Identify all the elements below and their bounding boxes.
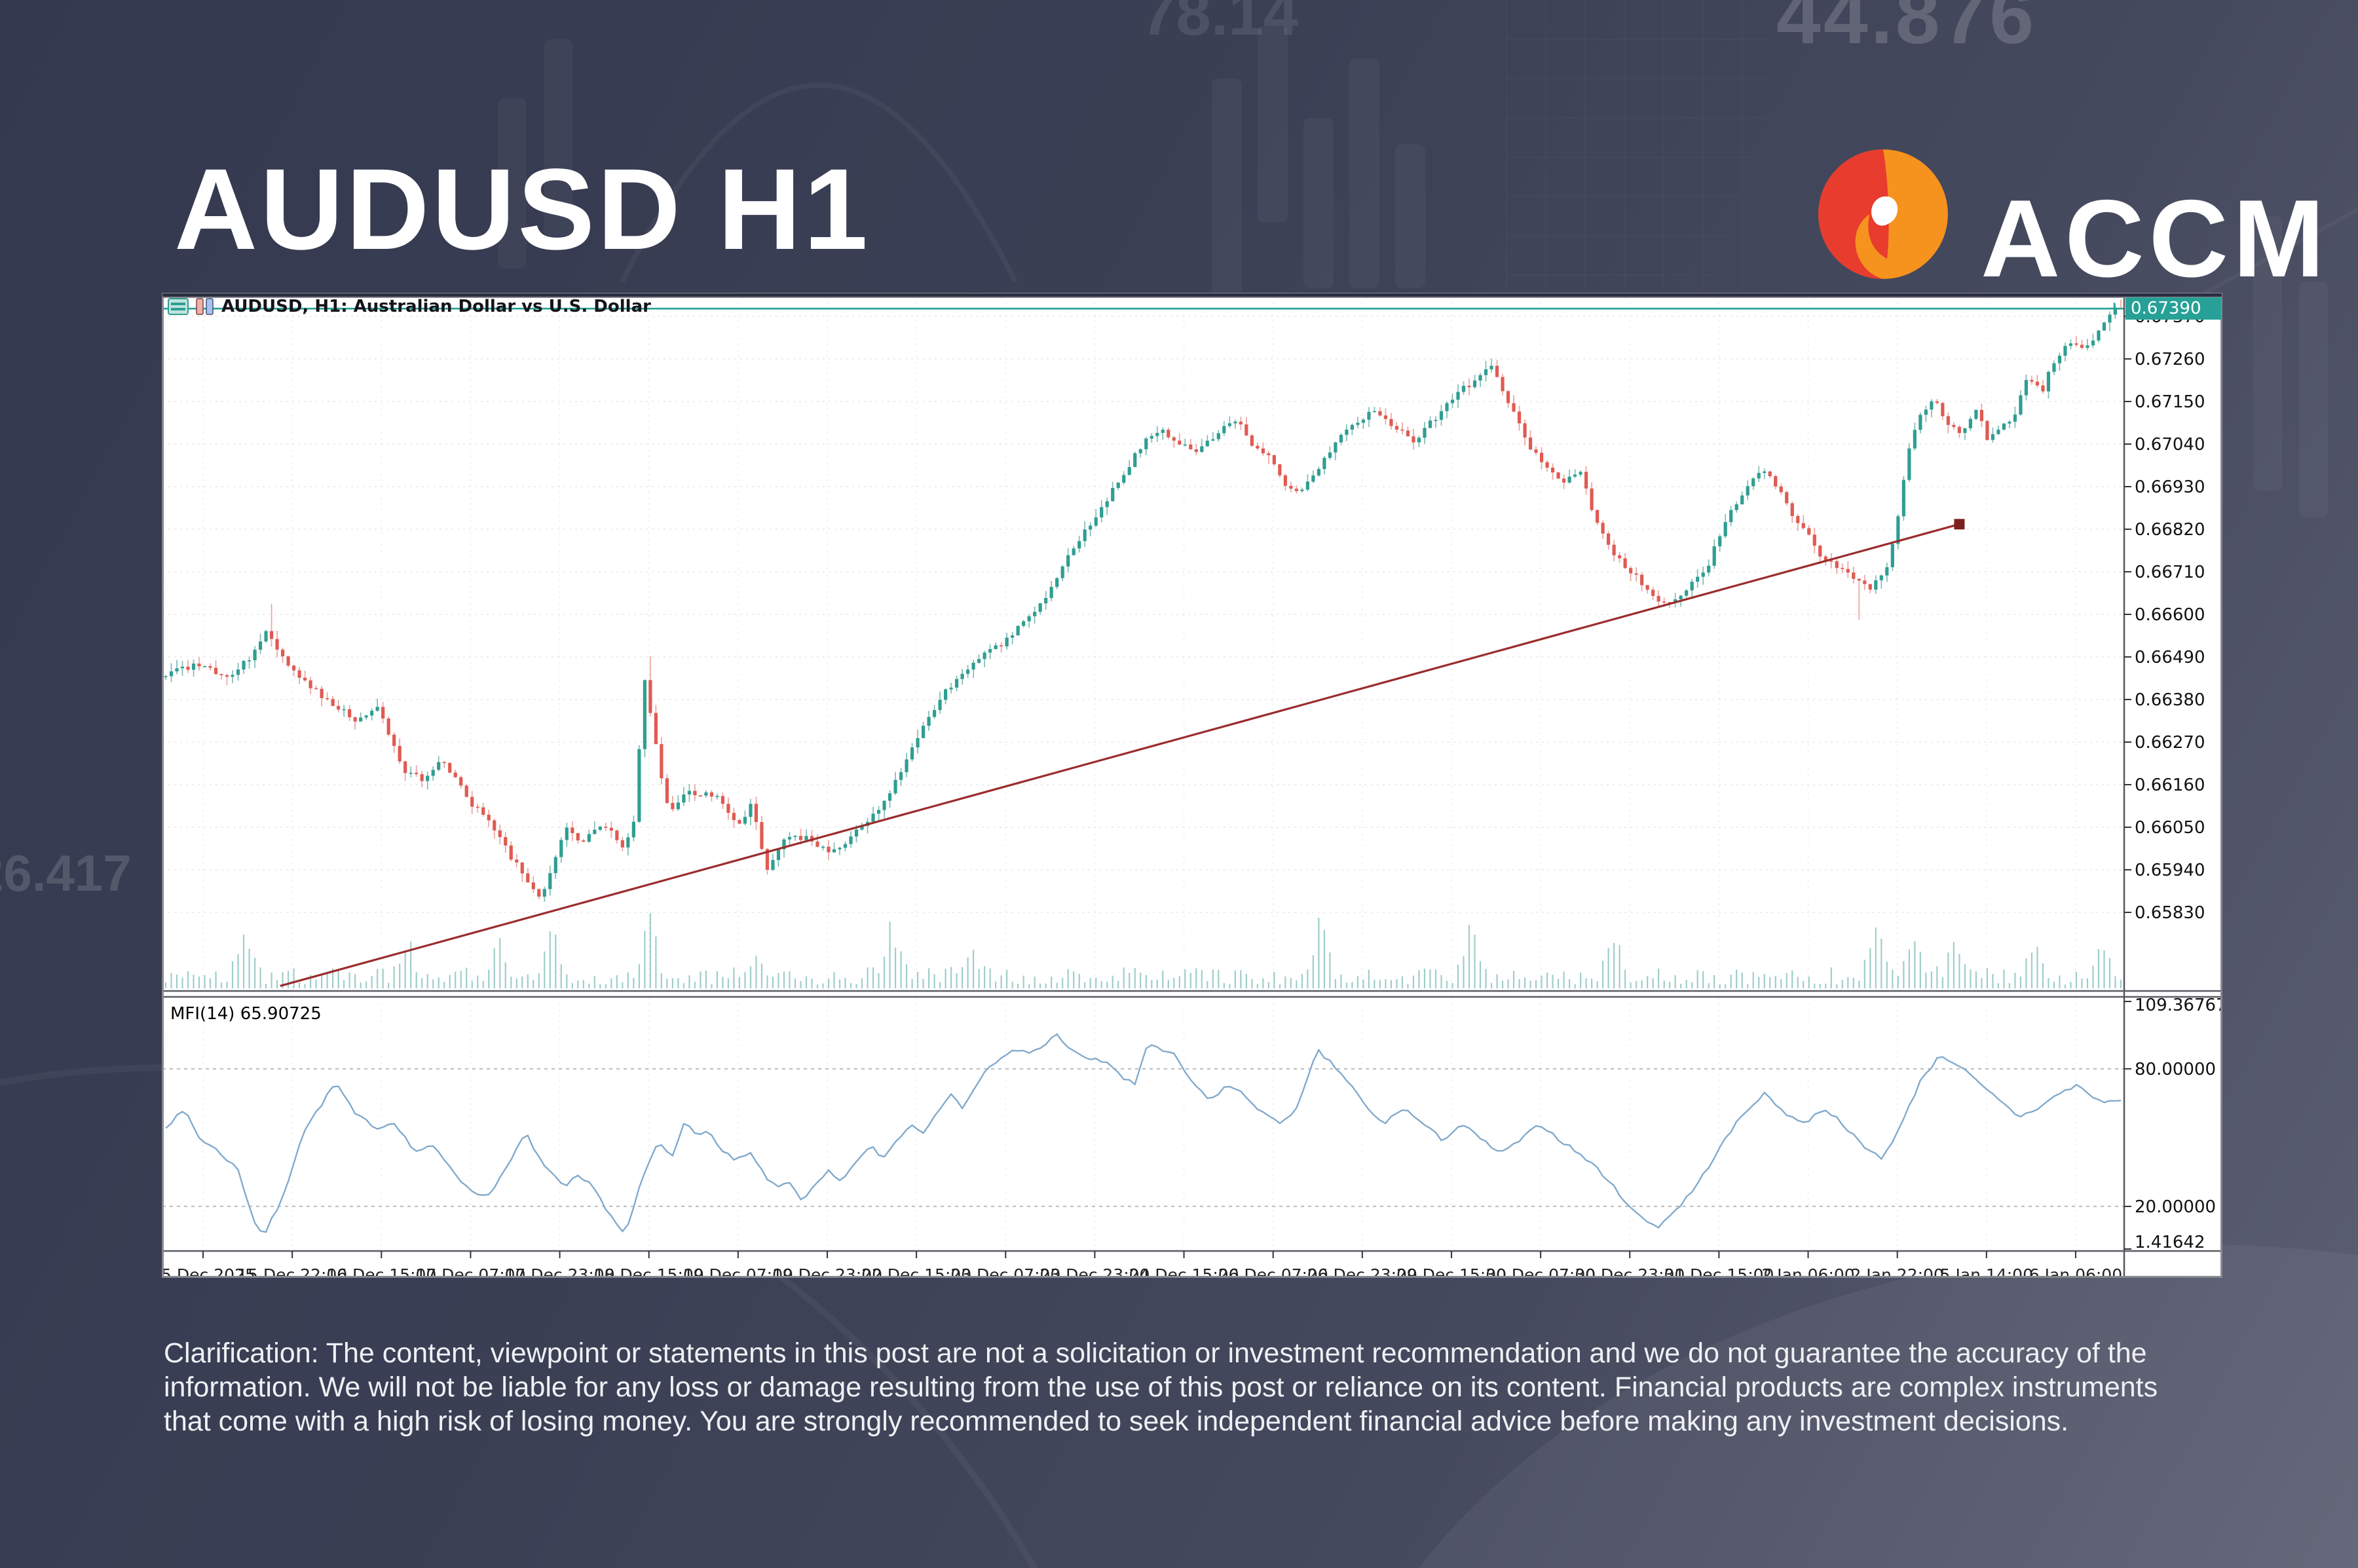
- time-tick-label: 5 Jan 14:00: [1940, 1265, 2033, 1277]
- mfi-tick-label: 80.00000: [2135, 1060, 2216, 1079]
- price-tick-label: 0.66270: [2135, 733, 2205, 753]
- time-tick-label: 19 Dec 23:00: [772, 1265, 882, 1277]
- time-tick-label: 23 Dec 23:00: [1039, 1265, 1150, 1277]
- current-price-tag: 0.67390: [2125, 297, 2221, 320]
- trendline: [280, 523, 1960, 987]
- mfi-tick-label: 1.41642: [2135, 1233, 2205, 1252]
- bars-icon: [196, 298, 214, 315]
- time-tick-label: 30 Dec 23:00: [1575, 1265, 1685, 1277]
- time-tick-label: 6 Jan 06:00: [2029, 1265, 2122, 1277]
- candlesticks: [164, 299, 2123, 902]
- time-tick-label: 15 Dec 2025: [162, 1265, 255, 1277]
- disclaimer-line: that come with a high risk of losing mon…: [164, 1406, 2069, 1437]
- volume-bars: [164, 912, 2122, 988]
- watermark-number-left: 26.417: [0, 844, 132, 902]
- brand-block: ACCM: [1816, 147, 2325, 293]
- bid-marker-icon: [2108, 303, 2120, 315]
- price-tick-label: 0.66380: [2135, 690, 2205, 710]
- time-tick-label: 17 Dec 07:00: [415, 1265, 525, 1277]
- candles-icon: [168, 298, 189, 315]
- time-tick-label: 17 Dec 23:00: [504, 1265, 614, 1277]
- time-tick-label: 31 Dec 15:00: [1664, 1265, 1774, 1277]
- chart-canvas-svg: 0.673700.672600.671500.670400.669300.668…: [162, 297, 2222, 1277]
- watermark-number-top-center: 78.14: [1141, 0, 1299, 48]
- chart-symbol-title: AUDUSD, H1: Australian Dollar vs U.S. Do…: [221, 297, 651, 316]
- price-tick-label: 0.67260: [2135, 350, 2205, 369]
- mfi-indicator-label: MFI(14) 65.90725: [170, 1004, 322, 1024]
- price-tick-label: 0.65830: [2135, 903, 2205, 923]
- time-tick-label: 26 Dec 07:00: [1218, 1265, 1328, 1277]
- time-tick-label: 2 Jan 06:00: [1761, 1265, 1854, 1277]
- price-axis-labels: 0.673700.672600.671500.670400.669300.668…: [2124, 307, 2205, 923]
- accm-logo-icon: [1818, 149, 1948, 279]
- trendline-handle: [1954, 519, 1965, 530]
- time-tick-label: 26 Dec 23:00: [1307, 1265, 1417, 1277]
- mfi-axis-labels: 109.36767 80.00000 20.00000 1.41642: [2124, 996, 2222, 1252]
- time-axis-strip: [162, 1251, 2222, 1277]
- time-tick-label: 23 Dec 07:00: [950, 1265, 1060, 1277]
- price-tick-label: 0.66930: [2135, 477, 2205, 497]
- chart-header: AUDUSD, H1: Australian Dollar vs U.S. Do…: [168, 297, 651, 316]
- page-title: AUDUSD H1: [174, 145, 870, 274]
- price-tick-label: 0.66820: [2135, 520, 2205, 540]
- mfi-tick-label: 109.36767: [2135, 996, 2222, 1015]
- price-tick-label: 0.66490: [2135, 648, 2205, 667]
- mfi-levels: [162, 1068, 2124, 1207]
- time-tick-label: 19 Dec 07:00: [683, 1265, 793, 1277]
- time-tick-label: 16 Dec 15:00: [326, 1265, 436, 1277]
- price-tick-label: 0.67150: [2135, 392, 2205, 412]
- time-tick-label: 18 Dec 15:00: [594, 1265, 704, 1277]
- price-tick-label: 0.66050: [2135, 818, 2205, 838]
- gridlines: [162, 297, 2124, 1251]
- mfi-line: [165, 1033, 2122, 1233]
- plot-background: [162, 297, 2222, 1277]
- price-tick-label: 0.66710: [2135, 563, 2205, 582]
- time-tick-label: 15 Dec 22:00: [237, 1265, 347, 1277]
- time-tick-label: 29 Dec 15:00: [1396, 1265, 1506, 1277]
- price-tick-label: 0.65940: [2135, 861, 2205, 880]
- time-tick-label: 30 Dec 07:00: [1486, 1265, 1596, 1277]
- price-tick-label: 0.66600: [2135, 605, 2205, 625]
- mfi-tick-label: 20.00000: [2135, 1197, 2216, 1217]
- mt5-chart-window: 0.673700.672600.671500.670400.669300.668…: [162, 293, 2222, 1277]
- watermark-number-top-right: 44.876: [1776, 0, 2037, 60]
- time-tick-label: 24 Dec 15:00: [1129, 1265, 1239, 1277]
- brand-name: ACCM: [1981, 177, 2329, 300]
- time-tick-label: 2 Jan 22:00: [1850, 1265, 1943, 1277]
- disclaimer-line: Clarification: The content, viewpoint or…: [164, 1337, 2147, 1369]
- time-tick-label: 22 Dec 15:00: [861, 1265, 971, 1277]
- price-tick-label: 0.67040: [2135, 435, 2205, 455]
- price-tick-label: 0.66160: [2135, 775, 2205, 795]
- price-axis-strip: [2124, 297, 2222, 1277]
- disclaimer-line: information. We will not be liable for a…: [164, 1372, 2158, 1403]
- disclaimer-text: Clarification: The content, viewpoint or…: [164, 1336, 2234, 1438]
